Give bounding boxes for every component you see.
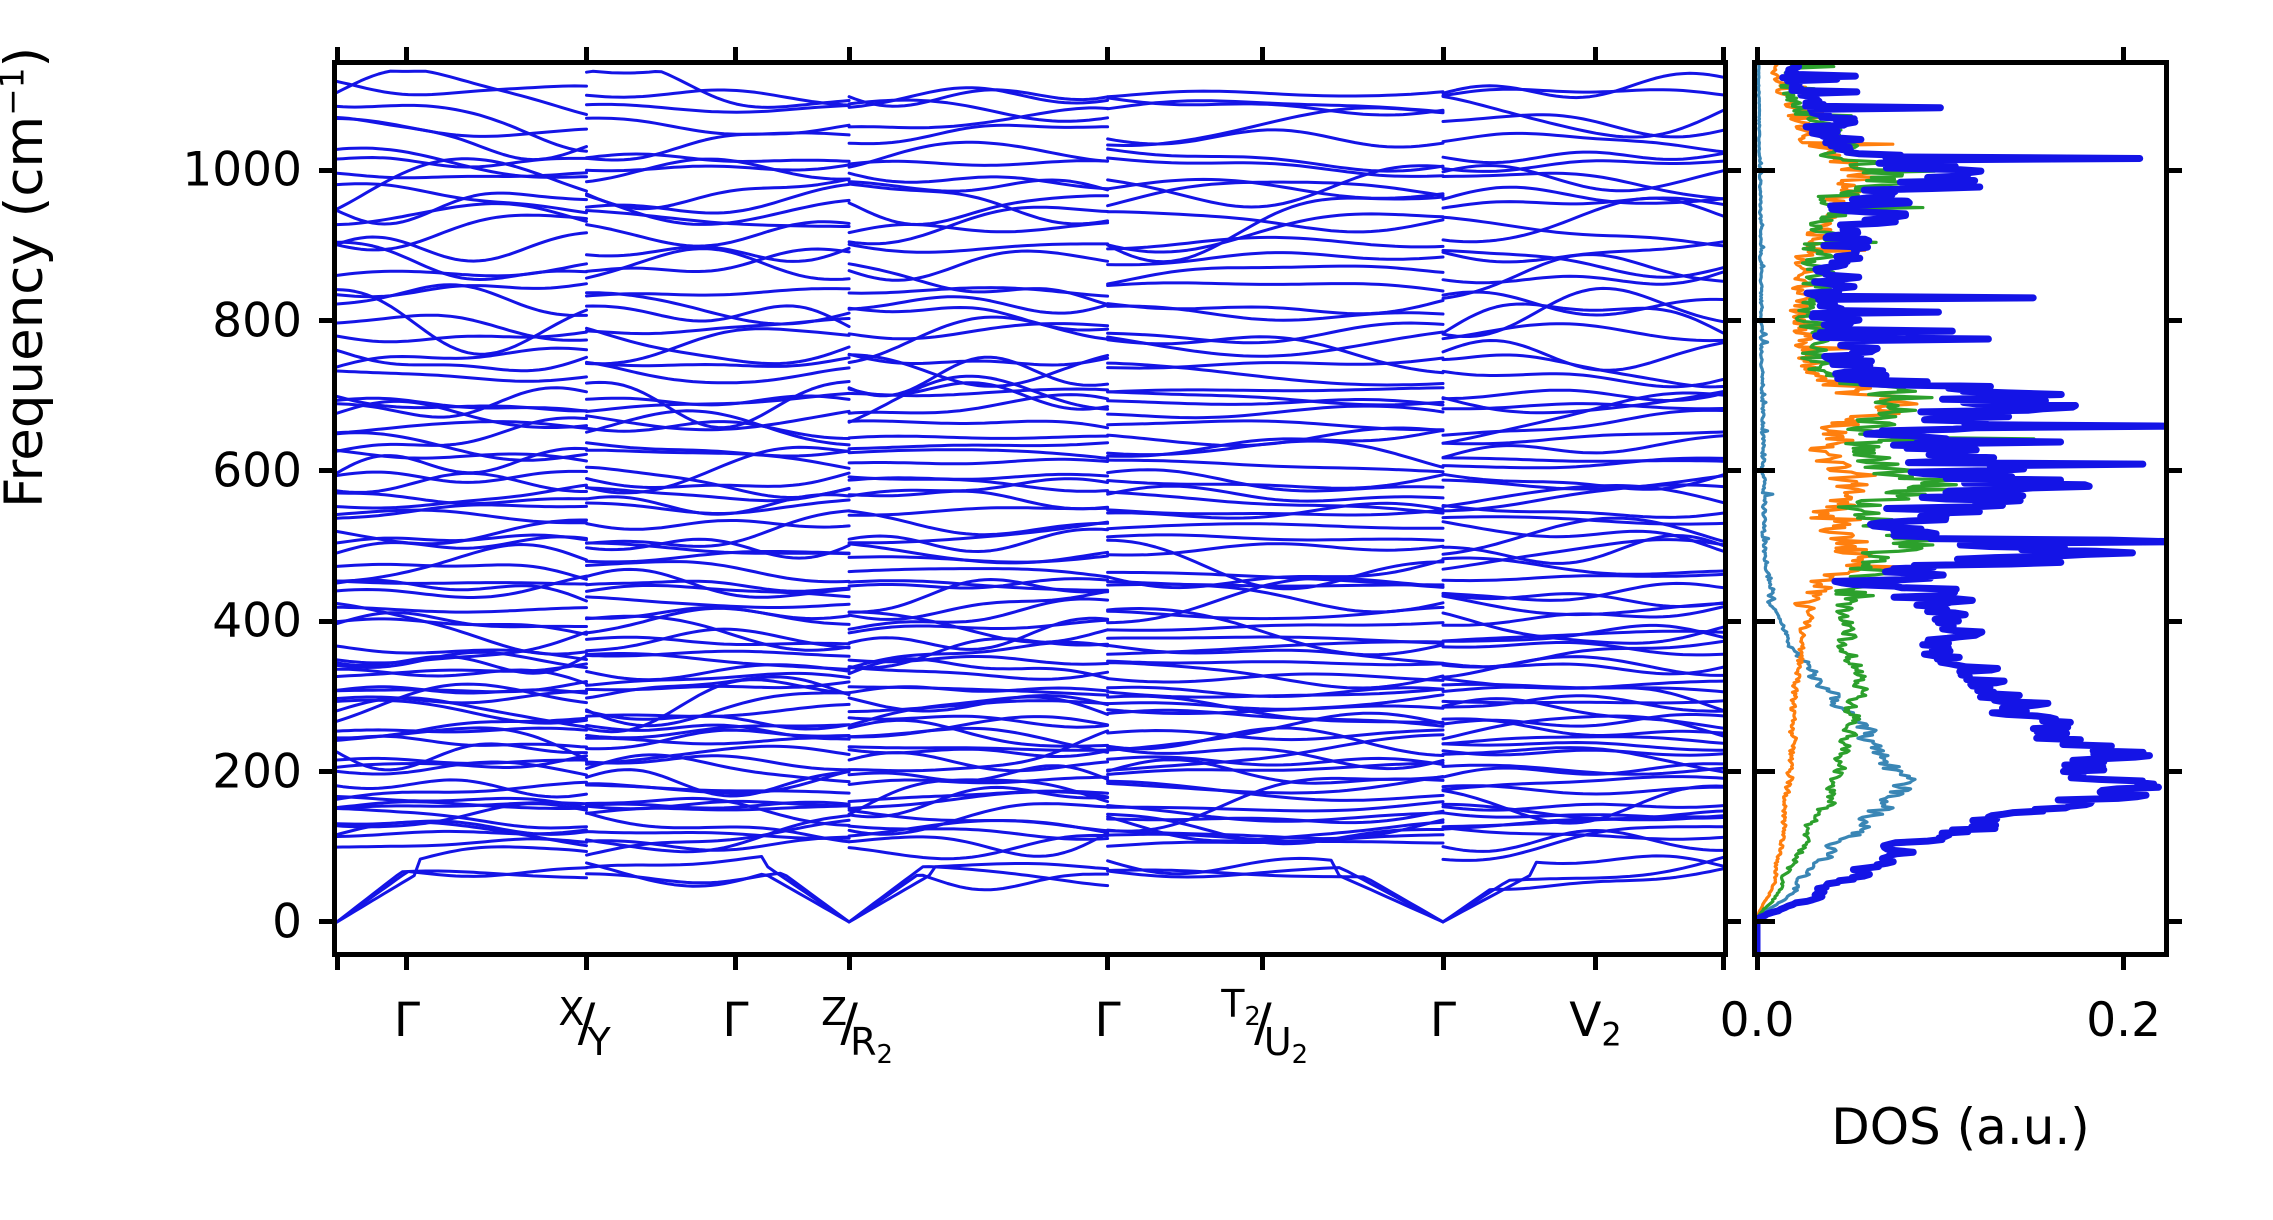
y-tick-label-0: 0	[272, 894, 302, 950]
x-tick-0	[334, 952, 340, 970]
kpoint-text: Γ	[722, 993, 749, 1048]
x-tick-label-5: T2/U2	[1221, 982, 1309, 1070]
dos-y-tick-0	[1757, 919, 1775, 925]
kpoint-text: Γ	[1429, 993, 1457, 1048]
x-tick-top-3	[732, 47, 738, 65]
x-tick-top-7	[1440, 47, 1446, 65]
dos-axis-title: DOS (a.u.)	[1831, 1098, 2090, 1156]
x-tick-top-8	[1592, 47, 1598, 65]
dos-x-tick-top-1	[2121, 47, 2127, 65]
x-tick-top-5	[1105, 47, 1111, 65]
dos-y-tick-right-600	[2164, 468, 2182, 474]
x-tick-1	[404, 952, 410, 970]
kpoint-fraction: Z / R2	[821, 990, 893, 1070]
y-tick-400	[319, 618, 337, 624]
y-axis-title-text: Frequency (cm−1)	[0, 47, 55, 508]
dos-curves	[1757, 65, 2164, 952]
dos-x-tick-top-0	[1754, 47, 1760, 65]
kpoint-text: V2	[1569, 993, 1622, 1054]
dos-x-tick-label-1: 0.2	[2086, 993, 2162, 1048]
y-tick-right-400	[1723, 618, 1741, 624]
dos-y-tick-right-400	[2164, 618, 2182, 624]
dos-plot-area	[1757, 65, 2164, 952]
kpoint-text: Γ	[1094, 993, 1121, 1048]
x-tick-top-0	[334, 47, 340, 65]
x-tick-label-1: X / Y	[558, 990, 611, 1064]
x-tick-4	[846, 952, 852, 970]
y-tick-600	[319, 468, 337, 474]
dos-x-tick-0	[1754, 952, 1760, 970]
x-tick-9	[1720, 952, 1726, 970]
y-tick-right-200	[1723, 769, 1741, 775]
y-tick-right-0	[1723, 919, 1741, 925]
x-tick-label-7: V2	[1569, 997, 1622, 1052]
y-tick-label-600: 600	[212, 443, 302, 499]
x-tick-label-6: Γ	[1430, 997, 1456, 1044]
band-plot-area	[337, 65, 1723, 952]
y-tick-800	[319, 318, 337, 324]
x-tick-top-4	[846, 47, 852, 65]
kpoint-text: Γ	[393, 993, 421, 1048]
band-curves	[337, 69, 1723, 924]
x-tick-8	[1592, 952, 1598, 970]
y-tick-right-800	[1723, 318, 1741, 324]
dos-y-tick-right-800	[2164, 318, 2182, 324]
dos-y-tick-200	[1757, 769, 1775, 775]
dos-y-tick-800	[1757, 318, 1775, 324]
y-tick-1000	[319, 167, 337, 173]
dos-series-Na	[1757, 65, 1917, 952]
y-axis-title: Frequency (cm−1)	[0, 47, 55, 508]
y-tick-label-200: 200	[212, 744, 302, 800]
x-tick-label-4: Γ	[1095, 997, 1121, 1044]
x-tick-6	[1260, 952, 1266, 970]
dos-x-tick-label-0: 0.0	[1719, 993, 1795, 1048]
x-tick-top-1	[404, 47, 410, 65]
band-structure-panel	[319, 47, 1741, 970]
x-tick-top-6	[1260, 47, 1266, 65]
y-tick-label-1000: 1000	[182, 142, 302, 198]
y-tick-0	[319, 919, 337, 925]
y-tick-label-400: 400	[212, 593, 302, 649]
dos-panel: totalNaBeO	[1752, 47, 2182, 970]
dos-y-tick-right-1000	[2164, 167, 2182, 173]
kpoint-fraction: T2/U2	[1221, 982, 1309, 1070]
x-tick-2	[583, 952, 589, 970]
x-tick-label-2: Γ	[722, 997, 748, 1044]
x-tick-7	[1440, 952, 1446, 970]
dos-series-total	[1757, 65, 2164, 952]
dos-y-tick-right-0	[2164, 919, 2182, 925]
y-tick-200	[319, 769, 337, 775]
kpoint-fraction: X / Y	[558, 990, 611, 1064]
x-tick-3	[732, 952, 738, 970]
x-tick-label-3: Z / R2	[821, 990, 893, 1070]
y-tick-right-600	[1723, 468, 1741, 474]
dos-y-tick-600	[1757, 468, 1775, 474]
dos-y-tick-400	[1757, 618, 1775, 624]
dos-y-tick-right-200	[2164, 769, 2182, 775]
x-tick-label-0: Γ	[394, 997, 420, 1044]
dos-y-tick-1000	[1757, 167, 1775, 173]
y-tick-label-800: 800	[212, 293, 302, 349]
y-tick-right-1000	[1723, 167, 1741, 173]
x-tick-top-2	[583, 47, 589, 65]
x-tick-5	[1105, 952, 1111, 970]
x-tick-top-9	[1720, 47, 1726, 65]
dos-x-tick-1	[2121, 952, 2127, 970]
